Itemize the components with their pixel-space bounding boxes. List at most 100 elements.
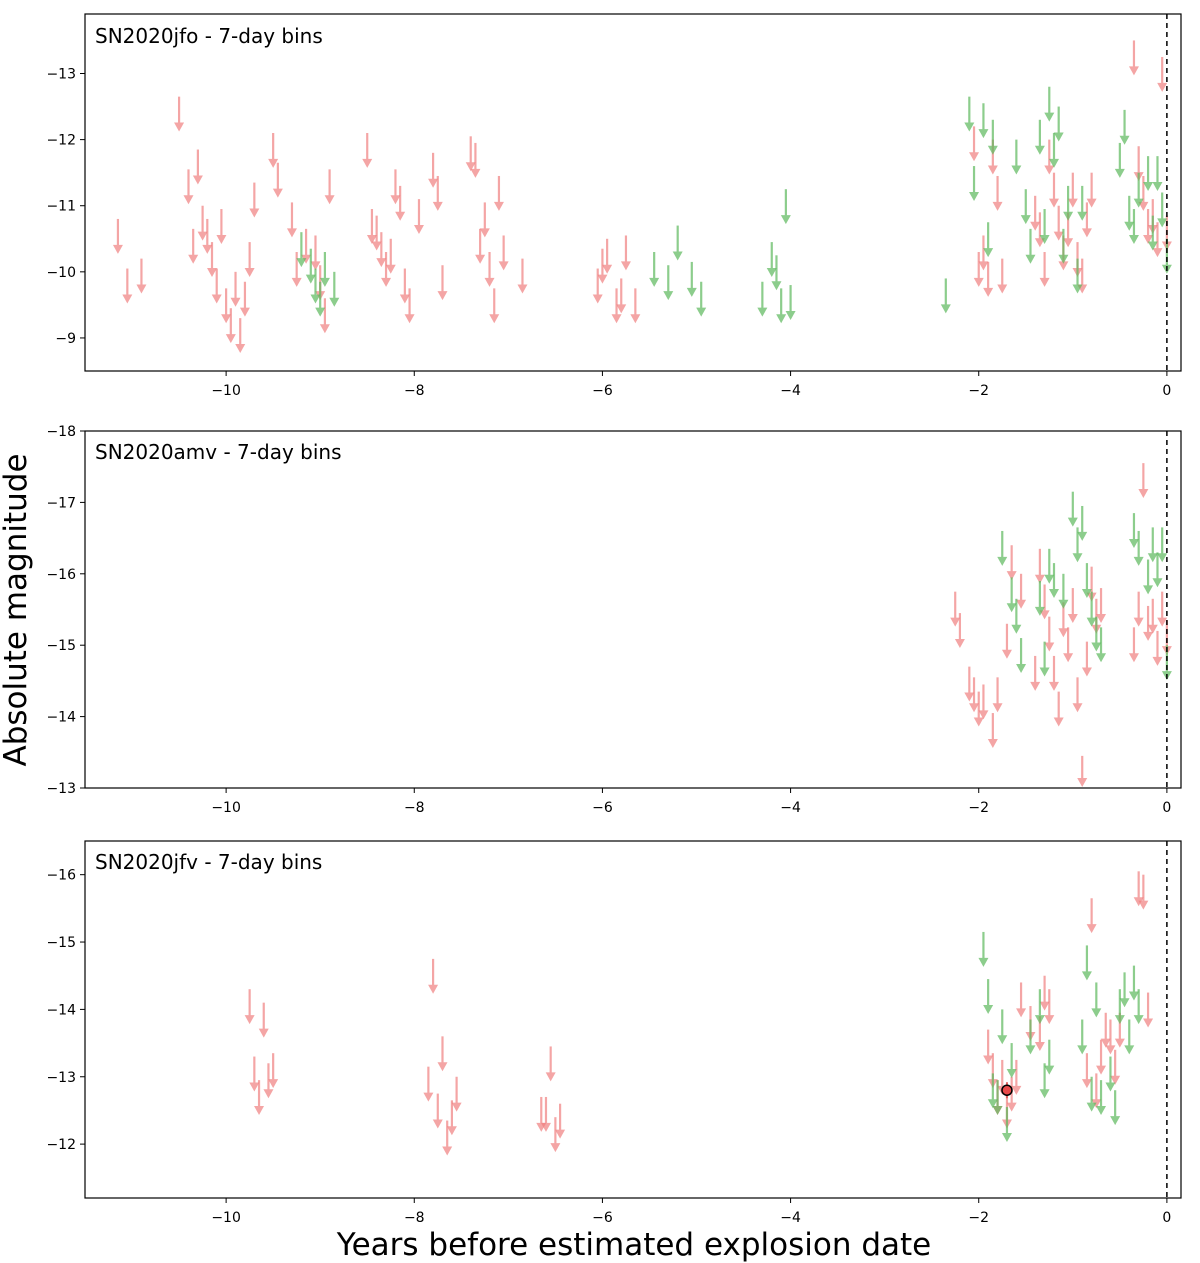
- upper-limit-arrow: [969, 126, 980, 162]
- upper-limit-arrow: [550, 1117, 561, 1153]
- arrow-head: [1058, 599, 1069, 609]
- arrow-head: [785, 310, 796, 320]
- upper-limit-arrow: [686, 261, 697, 297]
- upper-limit-arrow: [1048, 655, 1059, 691]
- upper-limit-arrow: [423, 1066, 434, 1102]
- upper-limit-arrow: [973, 252, 984, 287]
- upper-limit-arrow: [249, 1056, 260, 1092]
- upper-limit-arrow: [1048, 172, 1059, 208]
- upper-limit-arrow: [1034, 548, 1045, 584]
- upper-limit-arrow: [366, 209, 377, 244]
- arrow-head: [964, 692, 975, 702]
- arrow-head: [1091, 1008, 1102, 1018]
- arrow-head: [630, 314, 641, 324]
- upper-limit-arrow: [1157, 591, 1168, 627]
- upper-limit-arrow: [1157, 192, 1168, 228]
- upper-limit-arrow: [188, 228, 199, 264]
- upper-limit-arrow: [954, 613, 965, 648]
- upper-limit-arrow: [1006, 545, 1017, 581]
- arrow-head: [1147, 241, 1158, 251]
- y-tick-label: −17: [46, 495, 76, 511]
- arrow-head: [620, 261, 631, 271]
- upper-limit-arrow: [978, 931, 989, 967]
- upper-limit-arrow: [1124, 1019, 1135, 1055]
- arrow-head: [296, 258, 307, 268]
- arrow-head: [776, 314, 787, 324]
- arrow-head: [1128, 234, 1139, 244]
- arrow-head: [207, 267, 218, 277]
- arrow-head: [1072, 703, 1083, 713]
- arrow-head: [428, 178, 439, 188]
- panel-title: SN2020jfv - 7-day bins: [95, 850, 322, 874]
- arrow-head: [592, 294, 603, 304]
- y-tick-label: −10: [46, 265, 76, 281]
- arrow-head: [286, 228, 297, 238]
- upper-limit-arrow: [1081, 202, 1092, 238]
- arrow-head: [381, 277, 392, 287]
- upper-limit-arrow: [1081, 1053, 1092, 1089]
- arrow-head: [1143, 585, 1154, 595]
- x-tick-label: −10: [211, 1210, 241, 1226]
- arrow-head: [366, 234, 377, 244]
- arrow-head: [1081, 667, 1092, 677]
- upper-limit-arrow: [216, 209, 227, 244]
- arrow-head: [122, 294, 133, 304]
- upper-limit-arrow: [1152, 156, 1163, 192]
- y-tick-label: −12: [46, 133, 76, 149]
- upper-limit-arrow: [1039, 209, 1050, 244]
- upper-limit-arrow: [310, 268, 321, 304]
- arrow-head: [249, 1082, 260, 1092]
- arrow-head: [1039, 667, 1050, 677]
- arrow-head: [987, 145, 998, 155]
- upper-limit-arrow: [371, 215, 382, 251]
- arrow-head: [1063, 211, 1074, 221]
- upper-limit-arrow: [263, 1063, 274, 1099]
- upper-limit-arrow: [1157, 527, 1168, 563]
- arrow-head: [1058, 254, 1069, 264]
- upper-limit-arrow: [192, 149, 203, 185]
- arrow-head: [1067, 517, 1078, 527]
- arrow-head: [1110, 1075, 1121, 1085]
- arrow-head: [1053, 717, 1064, 727]
- arrow-head: [969, 152, 980, 162]
- upper-limit-arrow: [1128, 40, 1139, 76]
- arrow-head: [973, 277, 984, 287]
- upper-limit-arrow: [1128, 627, 1139, 663]
- arrow-head: [1001, 649, 1012, 659]
- upper-limit-arrow: [385, 238, 396, 274]
- upper-limit-arrow: [1114, 989, 1125, 1025]
- arrow-head: [1081, 971, 1092, 981]
- upper-limit-arrow: [1086, 172, 1097, 208]
- arrow-head: [1067, 613, 1078, 623]
- upper-limit-arrow: [978, 684, 989, 720]
- arrow-head: [446, 1126, 457, 1136]
- upper-limit-arrow: [969, 677, 980, 713]
- upper-limit-arrow: [112, 218, 123, 254]
- arrow-head: [390, 195, 401, 205]
- arrow-head: [1044, 112, 1055, 122]
- arrow-head: [780, 215, 791, 225]
- arrow-head: [1044, 1065, 1055, 1075]
- arrow-head: [1152, 578, 1163, 588]
- upper-limit-arrow: [597, 248, 608, 284]
- upper-limit-arrow: [672, 225, 683, 261]
- arrow-head: [663, 291, 674, 301]
- arrow-head: [950, 617, 961, 627]
- arrow-head: [1006, 1068, 1017, 1078]
- upper-limit-arrow: [969, 166, 980, 201]
- y-tick-label: −9: [55, 331, 76, 347]
- arrow-head: [969, 703, 980, 713]
- upper-limit-arrow: [211, 268, 222, 304]
- arrow-head: [1044, 1015, 1055, 1025]
- arrow-head: [978, 957, 989, 967]
- arrow-head: [272, 188, 283, 198]
- upper-limit-arrow: [987, 119, 998, 155]
- y-tick-label: −16: [46, 567, 76, 583]
- upper-limit-arrow: [1001, 1107, 1012, 1142]
- upper-limit-arrow: [1128, 209, 1139, 244]
- arrow-head: [978, 129, 989, 139]
- upper-limit-arrow: [555, 1103, 566, 1139]
- arrow-head: [475, 254, 486, 264]
- upper-limit-arrow: [1096, 1080, 1107, 1116]
- panel-sn2020jfv: SN2020jfv - 7-day bins −10 −8 −6 −4 −2 0 −12−…: [46, 840, 1182, 1226]
